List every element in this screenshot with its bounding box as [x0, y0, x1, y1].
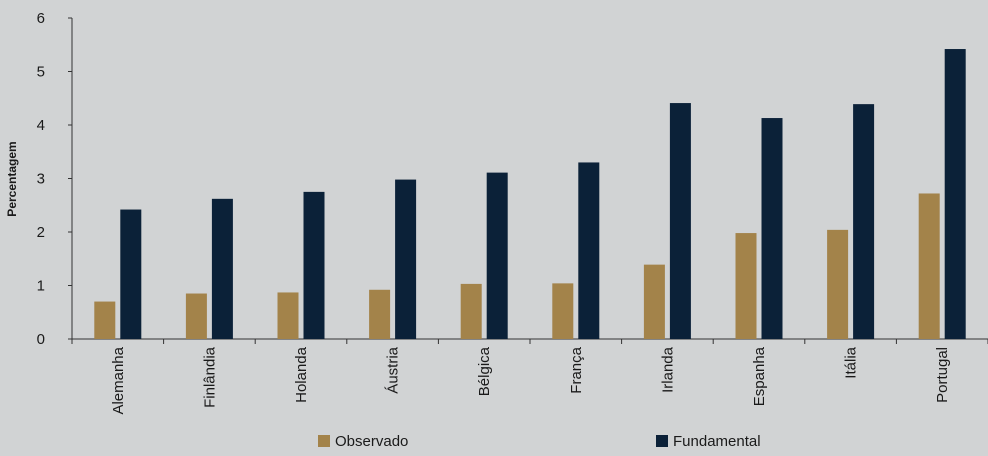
bar-fundamental-6 [669, 103, 691, 339]
y-tick-label: 5 [37, 64, 45, 81]
y-tick-label: 6 [37, 10, 45, 27]
bar-observado-6 [643, 264, 665, 339]
bar-observado-3 [369, 289, 391, 339]
bar-fundamental-1 [211, 198, 233, 339]
y-tick-label: 1 [37, 278, 45, 295]
x-tick-label: Áustria [385, 346, 402, 393]
y-tick-label: 3 [37, 171, 45, 188]
legend-label-observado: Observado [335, 433, 408, 450]
x-tick-label: Irlanda [659, 346, 676, 393]
bar-fundamental-8 [853, 104, 875, 339]
x-tick-label: Finlândia [201, 346, 218, 408]
bar-observado-1 [185, 293, 207, 339]
bar-observado-2 [277, 292, 299, 339]
bar-fundamental-5 [578, 162, 600, 339]
bar-observado-5 [552, 283, 574, 339]
x-tick-label: Alemanha [110, 346, 127, 414]
x-tick-label: França [568, 346, 585, 393]
bar-fundamental-4 [486, 172, 508, 339]
bar-fundamental-0 [120, 209, 142, 339]
bar-fundamental-2 [303, 191, 325, 339]
y-tick-label: 0 [37, 331, 45, 348]
bar-fundamental-7 [761, 118, 783, 339]
y-tick-labels: 0 1 2 3 4 5 6 [37, 10, 45, 348]
x-tick-label: Portugal [934, 347, 951, 403]
x-tick-label: Bélgica [476, 346, 493, 396]
x-tick-label: Itália [843, 346, 860, 378]
x-tick-labels: Alemanha Finlândia Holanda Áustria Bélgica Fr… [110, 346, 951, 414]
legend: Observado Fundamental [318, 433, 761, 450]
legend-swatch-fundamental [656, 435, 668, 447]
y-tick-label: 4 [37, 117, 45, 134]
bar-observado-9 [918, 193, 940, 339]
legend-swatch-observado [318, 435, 330, 447]
y-axis-label: Percentagem [5, 141, 19, 216]
legend-label-fundamental: Fundamental [673, 433, 761, 450]
bar-observado-4 [460, 283, 482, 339]
bars-group [94, 49, 966, 339]
bar-fundamental-9 [944, 49, 966, 339]
x-tick-label: Espanha [751, 346, 768, 406]
bar-fundamental-3 [395, 179, 417, 339]
x-tick-label: Holanda [293, 346, 310, 403]
bar-observado-8 [827, 229, 849, 339]
bar-observado-7 [735, 233, 757, 339]
bar-observado-0 [94, 301, 116, 339]
y-tick-label: 2 [37, 224, 45, 241]
